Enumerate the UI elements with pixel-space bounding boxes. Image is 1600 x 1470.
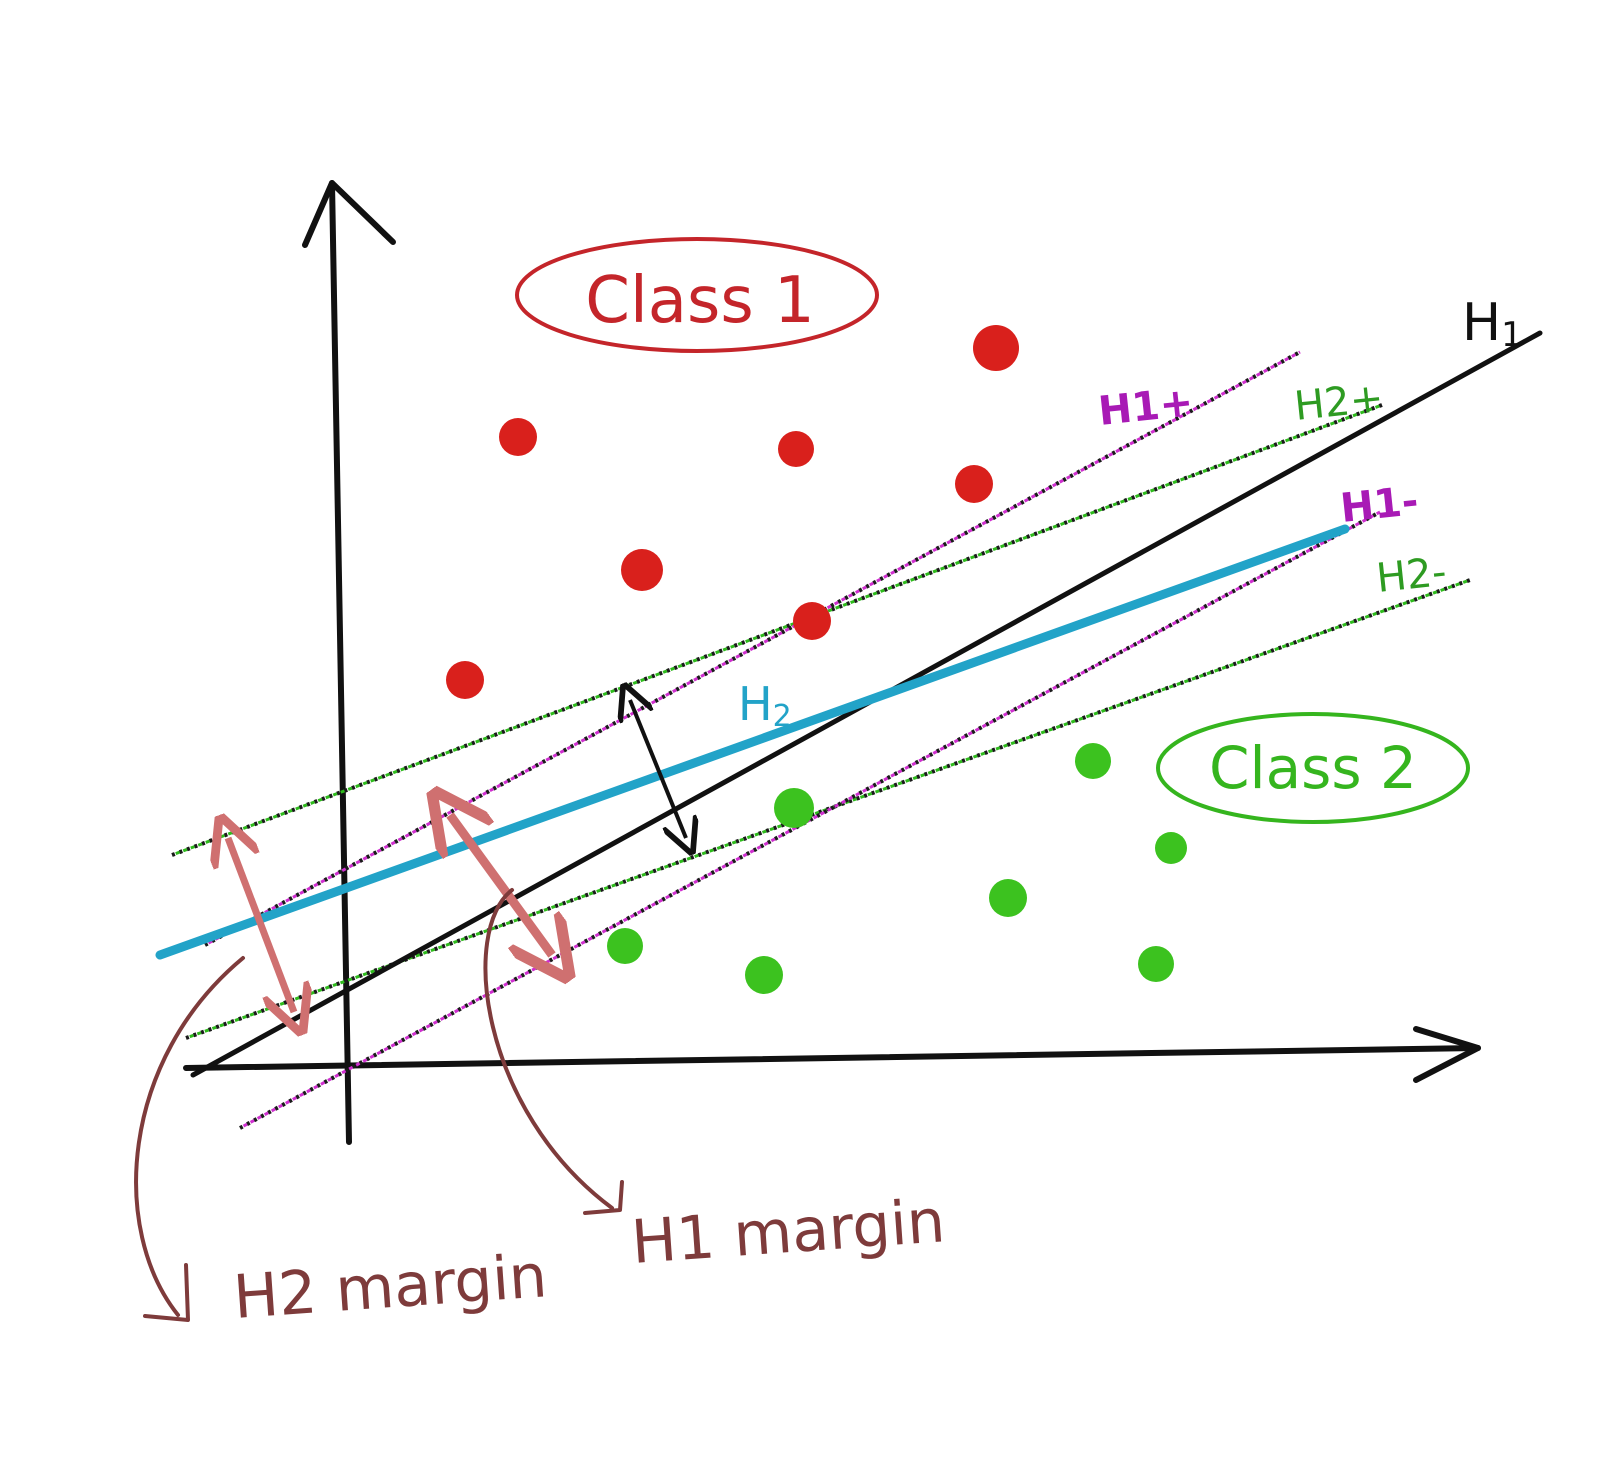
class1-point: [446, 661, 484, 699]
class1-point: [621, 549, 663, 591]
h2-plus-label: H2+: [1292, 375, 1385, 430]
class2-point: [1075, 743, 1111, 779]
class1-point: [955, 465, 993, 503]
boundary-gap-arrow: [630, 700, 686, 838]
class2-point: [607, 928, 643, 964]
class1-label: Class 1: [585, 264, 814, 338]
h1-margin-pointer-head: [583, 1180, 624, 1215]
class2-point: [774, 788, 814, 828]
h2-minus-label: H2-: [1374, 549, 1448, 602]
class1-point: [499, 418, 537, 456]
h1-minus-label: H1-: [1338, 478, 1420, 532]
class1-points: [446, 325, 1019, 699]
h2-margin-pointer-head: [143, 1263, 190, 1322]
h1-margin-arrow: [450, 815, 552, 955]
h1-hyperplane-label: H1: [1462, 293, 1523, 355]
x-axis: [183, 1045, 1481, 1071]
class2-point: [989, 879, 1027, 917]
x-axis-arrowhead: [1413, 1026, 1481, 1083]
y-axis-arrowhead: [302, 180, 396, 248]
class2-point: [1138, 946, 1174, 982]
class2-label-ellipse: [1156, 712, 1470, 824]
class1-point: [973, 325, 1019, 371]
h1-margin-label: H1 margin: [629, 1186, 947, 1278]
class1-point: [778, 431, 814, 467]
h2-margin-pointer: [134, 956, 245, 1317]
h1-plus-label: H1+: [1096, 379, 1195, 435]
class2-label: Class 2: [1209, 734, 1417, 802]
h1-margin-lines: [204, 350, 1381, 1130]
class1-point: [793, 602, 831, 640]
h2-hyperplane-label: H2: [738, 677, 792, 734]
h2-hyperplane: [155, 524, 1350, 960]
class2-point: [745, 956, 783, 994]
h2-margin-label: H2 margin: [231, 1241, 549, 1333]
class2-point: [1155, 832, 1187, 864]
class1-label-ellipse: [515, 237, 879, 353]
h2-margin-arrow: [228, 838, 294, 1012]
class2-points: [607, 743, 1187, 994]
h1-margin-pointer: [483, 888, 614, 1210]
